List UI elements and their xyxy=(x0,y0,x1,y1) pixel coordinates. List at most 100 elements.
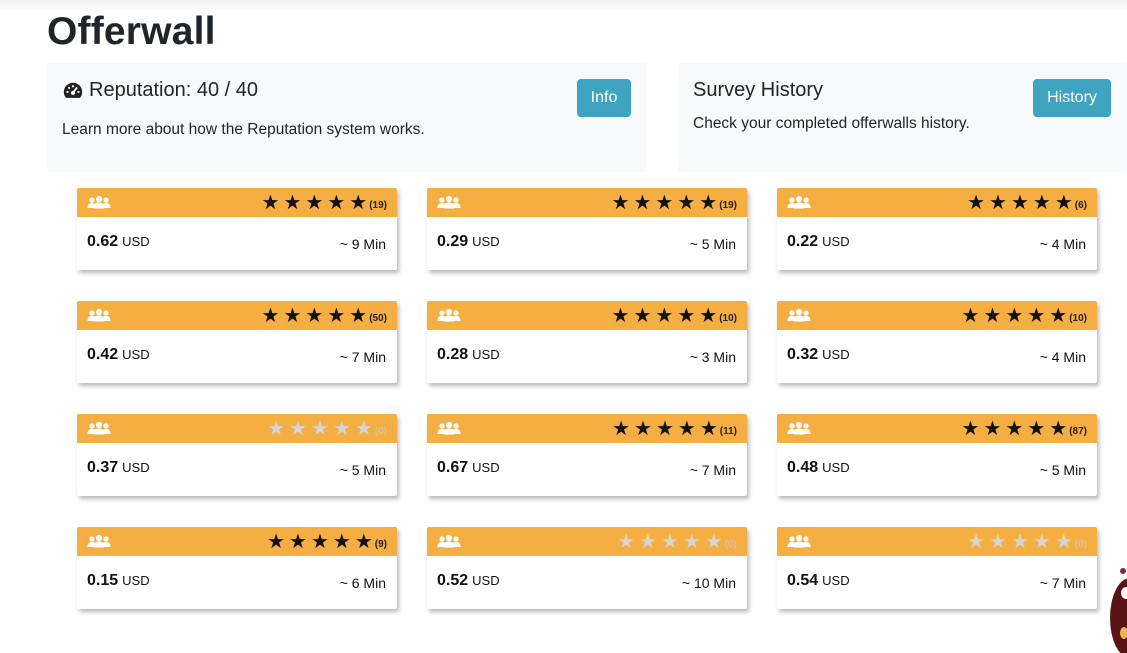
rating-count: (0) xyxy=(724,538,737,550)
offer-duration: ~ 7 Min xyxy=(689,462,736,478)
star-icon: ★ xyxy=(699,418,718,440)
star-icon: ★ xyxy=(677,305,696,327)
amount-value: 0.32 xyxy=(787,346,819,363)
amount-value: 0.28 xyxy=(437,346,469,363)
star-icon: ★ xyxy=(332,418,351,440)
star-icon: ★ xyxy=(611,305,630,327)
star-icon: ★ xyxy=(699,192,718,214)
offer-card[interactable]: ★ ★ ★ ★ ★ (0) 0.54 USD ~ 7 Min xyxy=(777,527,1097,609)
star-icon: ★ xyxy=(961,418,980,440)
rating-count: (0) xyxy=(1074,538,1087,550)
survey-history-heading: Survey History xyxy=(693,79,824,101)
offer-card-header: ★ ★ ★ ★ ★ (0) xyxy=(427,527,747,556)
offer-duration: ~ 5 Min xyxy=(339,462,386,478)
rating-count: (50) xyxy=(369,312,387,324)
star-icon: ★ xyxy=(655,418,674,440)
offer-duration: ~ 4 Min xyxy=(1039,236,1086,252)
star-rating: ★ ★ ★ ★ ★ (9) xyxy=(263,532,387,552)
amount-value: 0.52 xyxy=(437,572,469,589)
users-icon xyxy=(87,308,111,323)
star-icon: ★ xyxy=(289,418,307,440)
offer-card-header: ★ ★ ★ ★ ★ (19) xyxy=(427,188,747,217)
offer-card[interactable]: ★ ★ ★ ★ ★ (9) 0.15 USD ~ 6 Min xyxy=(77,527,397,609)
star-icon: ★ xyxy=(634,418,652,440)
star-icon: ★ xyxy=(633,192,652,214)
star-icon: ★ xyxy=(655,305,674,327)
offer-card-header: ★ ★ ★ ★ ★ (10) xyxy=(777,301,1097,330)
amount-currency: USD xyxy=(822,460,850,475)
offer-amount: 0.15 USD xyxy=(87,572,150,590)
offer-amount: 0.37 USD xyxy=(87,459,150,477)
star-icon: ★ xyxy=(633,305,652,327)
offer-duration: ~ 5 Min xyxy=(689,236,736,252)
star-icon: ★ xyxy=(989,531,1007,553)
star-icon: ★ xyxy=(354,531,373,553)
star-icon: ★ xyxy=(1005,418,1024,440)
rating-count: (0) xyxy=(374,425,387,437)
offer-amount: 0.42 USD xyxy=(87,346,150,364)
amount-currency: USD xyxy=(822,347,850,362)
gauge-icon xyxy=(63,82,83,98)
star-icon: ★ xyxy=(612,418,631,440)
rating-count: (6) xyxy=(1074,199,1087,211)
offer-card[interactable]: ★ ★ ★ ★ ★ (0) 0.52 USD ~ 10 Min xyxy=(427,527,747,609)
offer-amount: 0.48 USD xyxy=(787,459,850,477)
mascot-image xyxy=(1110,568,1127,653)
offer-card[interactable]: ★ ★ ★ ★ ★ (19) 0.62 USD ~ 9 Min xyxy=(77,188,397,270)
star-icon: ★ xyxy=(655,192,674,214)
rating-count: (19) xyxy=(719,199,737,211)
rating-count: (10) xyxy=(719,312,737,324)
offer-duration: ~ 4 Min xyxy=(1039,349,1086,365)
star-icon: ★ xyxy=(1027,305,1046,327)
star-icon: ★ xyxy=(349,305,368,327)
amount-currency: USD xyxy=(122,234,150,249)
offer-card[interactable]: ★ ★ ★ ★ ★ (6) 0.22 USD ~ 4 Min xyxy=(777,188,1097,270)
star-icon: ★ xyxy=(660,531,679,553)
star-rating: ★ ★ ★ ★ ★ (50) xyxy=(258,306,387,326)
offer-card[interactable]: ★ ★ ★ ★ ★ (0) 0.37 USD ~ 5 Min xyxy=(77,414,397,496)
offer-duration: ~ 7 Min xyxy=(339,349,386,365)
offer-duration: ~ 6 Min xyxy=(339,575,386,591)
star-icon: ★ xyxy=(1032,192,1051,214)
offer-duration: ~ 3 Min xyxy=(689,349,736,365)
offer-card[interactable]: ★ ★ ★ ★ ★ (50) 0.42 USD ~ 7 Min xyxy=(77,301,397,383)
star-icon: ★ xyxy=(354,418,373,440)
amount-value: 0.67 xyxy=(437,459,469,476)
star-rating: ★ ★ ★ ★ ★ (10) xyxy=(608,306,737,326)
amount-currency: USD xyxy=(472,234,500,249)
amount-value: 0.54 xyxy=(787,572,819,589)
star-icon: ★ xyxy=(1010,192,1029,214)
star-icon: ★ xyxy=(289,531,307,553)
rating-count: (9) xyxy=(374,538,387,550)
offer-card[interactable]: ★ ★ ★ ★ ★ (10) 0.32 USD ~ 4 Min xyxy=(777,301,1097,383)
offer-card[interactable]: ★ ★ ★ ★ ★ (10) 0.28 USD ~ 3 Min xyxy=(427,301,747,383)
offer-card[interactable]: ★ ★ ★ ★ ★ (87) 0.48 USD ~ 5 Min xyxy=(777,414,1097,496)
star-rating: ★ ★ ★ ★ ★ (19) xyxy=(608,193,737,213)
star-icon: ★ xyxy=(989,192,1007,214)
offer-card-header: ★ ★ ★ ★ ★ (87) xyxy=(777,414,1097,443)
offer-card[interactable]: ★ ★ ★ ★ ★ (11) 0.67 USD ~ 7 Min xyxy=(427,414,747,496)
amount-value: 0.29 xyxy=(437,233,469,250)
users-icon xyxy=(787,195,811,210)
survey-history-description: Check your completed offerwalls history. xyxy=(693,115,970,132)
users-icon xyxy=(87,421,111,436)
star-icon: ★ xyxy=(967,531,986,553)
offer-card[interactable]: ★ ★ ★ ★ ★ (19) 0.29 USD ~ 5 Min xyxy=(427,188,747,270)
top-bar xyxy=(0,0,1127,10)
star-icon: ★ xyxy=(261,305,280,327)
star-icon: ★ xyxy=(310,418,329,440)
users-icon xyxy=(437,308,461,323)
amount-value: 0.37 xyxy=(87,459,119,476)
history-button[interactable]: History xyxy=(1033,79,1111,117)
star-icon: ★ xyxy=(1032,531,1051,553)
amount-currency: USD xyxy=(122,573,150,588)
rating-count: (19) xyxy=(369,199,387,211)
star-icon: ★ xyxy=(305,192,324,214)
users-icon xyxy=(437,421,461,436)
info-button[interactable]: Info xyxy=(577,79,631,117)
amount-currency: USD xyxy=(472,347,500,362)
reputation-heading: Reputation: 40 / 40 xyxy=(89,79,259,101)
page-title: Offerwall xyxy=(47,10,216,53)
users-icon xyxy=(437,534,461,549)
amount-value: 0.48 xyxy=(787,459,819,476)
